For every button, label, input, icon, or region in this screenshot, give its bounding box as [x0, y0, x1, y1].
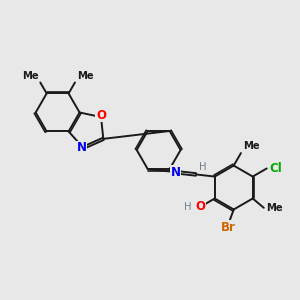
- Text: H: H: [199, 162, 207, 172]
- Text: Cl: Cl: [269, 162, 282, 175]
- Text: Me: Me: [22, 71, 39, 81]
- Text: O: O: [96, 109, 106, 122]
- Text: N: N: [76, 141, 86, 154]
- Text: N: N: [171, 166, 181, 179]
- Text: Me: Me: [243, 141, 259, 152]
- Text: Br: Br: [221, 221, 236, 234]
- Text: H: H: [184, 202, 192, 212]
- Text: Me: Me: [77, 71, 93, 81]
- Text: O: O: [196, 200, 206, 213]
- Text: Me: Me: [266, 203, 283, 213]
